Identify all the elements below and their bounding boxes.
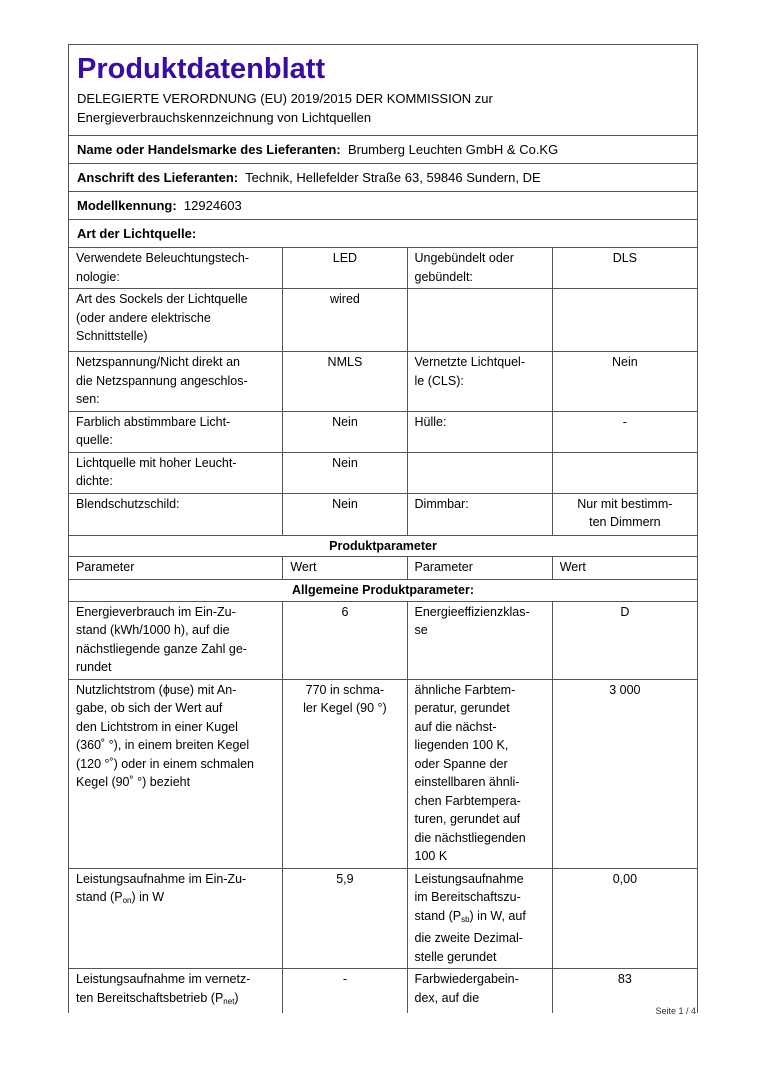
table-cell: wired (282, 288, 408, 352)
table-cell: Nein (282, 410, 408, 453)
table-row: Verwendete Beleuchtungstech- nologie: LED… (67, 247, 699, 289)
supplier-address-row: Anschrift des Lieferanten: Technik, Hell… (69, 164, 697, 192)
table-row: Lichtquelle mit hoher Leucht- dichte: Nei… (67, 451, 699, 494)
table-cell: Lichtquelle mit hoher Leucht- dichte: (67, 451, 284, 494)
table-row: Netzspannung/Nicht direkt an die Netzspa… (67, 351, 699, 412)
table-cell: Nein (282, 451, 408, 494)
model-row: Modellkennung: 12924603 (69, 192, 697, 220)
table-cell: Farblich abstimmbare Licht- quelle: (67, 410, 284, 453)
table-cell (551, 288, 699, 352)
table-row: Leistungsaufnahme im vernetz- ten Bereit… (67, 968, 699, 1013)
table-row: Farblich abstimmbare Licht- quelle: Nein H… (67, 410, 699, 453)
table-cell: Nein (551, 351, 699, 412)
table-row: Blendschutzschild: Nein Dimmbar: Nur mit be… (67, 492, 699, 536)
header-block: Produktdatenblatt DELEGIERTE VERORDNUNG … (69, 45, 697, 136)
regulation-subtitle: DELEGIERTE VERORDNUNG (EU) 2019/2015 DER… (77, 91, 493, 125)
table-cell: NMLS (282, 351, 408, 412)
table-row: Energieverbrauch im Ein-Zu- stand (kWh/1… (67, 600, 699, 680)
table-row: Nutzlichtstrom (ɸuse) mit An- gabe, ob s… (67, 678, 699, 869)
table-cell: Vernetzte Lichtquel- le (CLS): (406, 351, 553, 412)
supplier-name-row: Name oder Handelsmarke des Lieferanten: … (69, 136, 697, 164)
table-cell: LED (282, 247, 408, 289)
datasheet: Produktdatenblatt DELEGIERTE VERORDNUNG … (67, 44, 699, 1013)
page-title: Produktdatenblatt (77, 53, 326, 85)
table-cell: Ungebündelt oder gebündelt: (406, 247, 553, 289)
table-cell: Netzspannung/Nicht direkt an die Netzspa… (67, 351, 284, 412)
table-cell: Blendschutzschild: (67, 492, 284, 536)
spec-table: Verwendete Beleuchtungstech- nologie: LED… (67, 247, 699, 1013)
table-cell (551, 451, 699, 494)
table-cell (406, 451, 553, 494)
table-cell: Dimmbar: (406, 492, 553, 536)
table-row: Leistungsaufnahme im Ein-Zu- stand (Pon)… (67, 867, 699, 969)
table-cell: DLS (551, 247, 699, 289)
section-header: Produktparameter (68, 534, 698, 557)
page-number: Seite 1 / 4 (655, 1006, 696, 1016)
table-cell: - (551, 410, 699, 453)
table-cell: Verwendete Beleuchtungstech- nologie: (67, 247, 284, 289)
column-headers: Parameter Wert Parameter Wert (67, 556, 699, 580)
table-row: Art des Sockels der Lichtquelle (oder an… (67, 288, 699, 352)
table-cell: Hülle: (406, 410, 553, 453)
table-cell: Art des Sockels der Lichtquelle (oder an… (67, 288, 284, 352)
table-cell (406, 288, 553, 352)
light-source-type-row: Art der Lichtquelle: (77, 226, 197, 241)
table-cell: Nein (282, 492, 408, 536)
section-header: Allgemeine Produktparameter: (68, 578, 698, 602)
table-cell: Nur mit bestimm- ten Dimmern (551, 492, 699, 536)
